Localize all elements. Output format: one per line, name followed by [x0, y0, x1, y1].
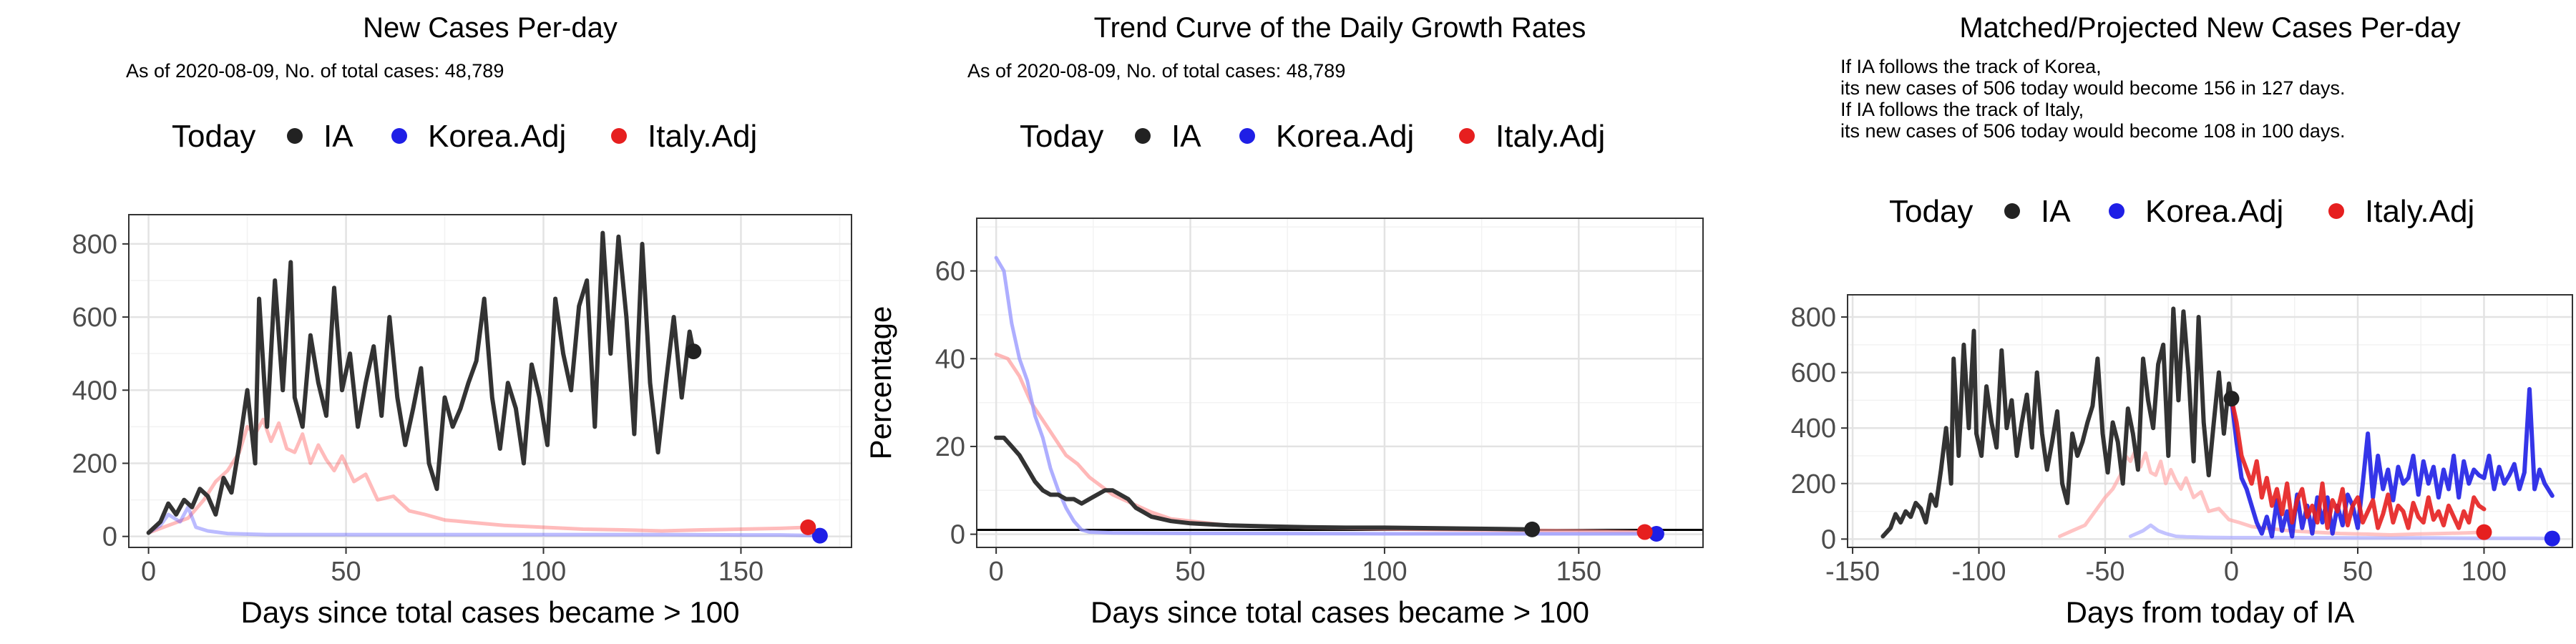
chart-subtitle-line: If IA follows the track of Italy, — [1840, 99, 2084, 120]
legend-title: Today — [1020, 119, 1103, 154]
today-point-italy-adj — [1636, 524, 1653, 540]
x-tick-label: 50 — [1175, 557, 1205, 587]
legend-label: Italy.Adj — [2365, 194, 2474, 229]
series-line-korea-adj-projected — [2229, 386, 2555, 539]
chart-subtitle-line: its new cases of 506 today would become … — [1840, 120, 2345, 142]
x-tick-label: -50 — [2086, 557, 2125, 587]
plot-area — [977, 218, 1703, 547]
y-tick-label: 400 — [1791, 414, 1836, 444]
legend-label: Korea.Adj — [1276, 119, 1414, 154]
chart-legend: Today IA Korea.Adj Italy.Adj — [172, 119, 757, 154]
series-line-korea-adj — [147, 505, 822, 538]
legend-label: Italy.Adj — [1496, 119, 1605, 154]
legend-key-italy-adj — [611, 128, 627, 144]
y-tick-label: 400 — [72, 376, 117, 406]
chart-panel-2: Trend Curve of the Daily Growth Rates As … — [864, 12, 1704, 629]
y-tick-label: 40 — [935, 344, 965, 374]
chart-panel-1: New Cases Per-day As of 2020-08-09, No. o… — [72, 12, 852, 629]
legend-key-italy-adj — [2328, 203, 2344, 219]
x-tick-label: -100 — [1952, 557, 2006, 587]
today-point-korea-adj — [2544, 530, 2560, 547]
plot-border — [128, 214, 852, 548]
series-line-ia — [994, 435, 1535, 532]
legend-key-ia — [287, 128, 303, 144]
chart-subtitle-line: If IA follows the track of Korea, — [1840, 56, 2102, 77]
legend-key-korea-adj — [391, 128, 407, 144]
today-point-italy-adj — [800, 519, 816, 535]
today-point-italy-adj — [2476, 524, 2492, 540]
legend-label: Korea.Adj — [2145, 194, 2283, 229]
legend-label: Korea.Adj — [428, 119, 566, 154]
today-point-korea-adj — [811, 527, 828, 544]
chart-title: Matched/Projected New Cases Per-day — [1959, 12, 2460, 44]
x-tick-label: 0 — [2224, 557, 2239, 587]
chart-subtitle: As of 2020-08-09, No. of total cases: 48… — [967, 60, 1345, 82]
chart-title: New Cases Per-day — [363, 12, 618, 44]
legend-key-ia — [1135, 128, 1151, 144]
series-line-italy-adj-projected — [2229, 396, 2487, 530]
x-tick-label: 100 — [521, 557, 566, 587]
series-line-korea-adj — [2128, 523, 2555, 541]
y-tick-label: 0 — [102, 522, 117, 552]
chart-panel-3: Matched/Projected New Cases Per-day If IA… — [1791, 12, 2573, 629]
y-tick-label: 600 — [72, 303, 117, 333]
chart-title: Trend Curve of the Daily Growth Rates — [1094, 12, 1586, 44]
x-tick-label: 150 — [1556, 557, 1601, 587]
y-tick-label: 0 — [1821, 525, 1836, 555]
plot-border — [976, 218, 1704, 548]
y-tick-label: 800 — [1791, 303, 1836, 333]
today-point-ia — [1524, 521, 1541, 537]
legend-label: Italy.Adj — [648, 119, 757, 154]
x-tick-label: 100 — [1362, 557, 1407, 587]
today-point-ia — [2223, 391, 2240, 407]
legend-key-italy-adj — [1459, 128, 1475, 144]
x-tick-label: 100 — [2462, 557, 2507, 587]
legend-key-korea-adj — [2109, 203, 2124, 219]
x-axis-title: Days since total cases became > 100 — [241, 595, 740, 629]
legend-title: Today — [172, 119, 255, 154]
y-tick-label: 800 — [72, 230, 117, 260]
x-tick-label: 0 — [141, 557, 156, 587]
gridlines — [129, 215, 852, 547]
y-tick-label: 0 — [950, 520, 965, 550]
x-tick-label: 50 — [2343, 557, 2373, 587]
y-tick-label: 200 — [1791, 469, 1836, 499]
x-axis-title: Days from today of IA — [2066, 595, 2355, 629]
y-tick-label: 200 — [72, 449, 117, 479]
x-tick-label: -150 — [1825, 557, 1880, 587]
x-tick-label: 50 — [331, 557, 361, 587]
today-point-korea-adj — [1648, 525, 1664, 542]
legend-label: IA — [2041, 194, 2071, 229]
today-point-ia — [686, 343, 702, 360]
chart-legend: Today IA Korea.Adj Italy.Adj — [1020, 119, 1605, 154]
legend-label: IA — [323, 119, 353, 154]
chart-legend: Today IA Korea.Adj Italy.Adj — [1889, 194, 2474, 229]
legend-label: IA — [1171, 119, 1201, 154]
y-axis-title: Percentage — [864, 306, 897, 460]
x-axis-title: Days since total cases became > 100 — [1091, 595, 1589, 629]
legend-key-ia — [2004, 203, 2020, 219]
legend-key-korea-adj — [1239, 128, 1255, 144]
plot-border — [1847, 294, 2573, 548]
series-line-ia — [146, 230, 696, 535]
y-tick-label: 20 — [935, 432, 965, 462]
series-line-ia — [1880, 306, 2234, 539]
y-tick-label: 60 — [935, 257, 965, 287]
chart-subtitle-line: its new cases of 506 today would become … — [1840, 77, 2345, 99]
legend-title: Today — [1889, 194, 1973, 229]
y-tick-label: 600 — [1791, 358, 1836, 389]
x-tick-label: 150 — [718, 557, 763, 587]
x-tick-label: 0 — [989, 557, 1004, 587]
chart-subtitle: As of 2020-08-09, No. of total cases: 48… — [126, 60, 504, 82]
